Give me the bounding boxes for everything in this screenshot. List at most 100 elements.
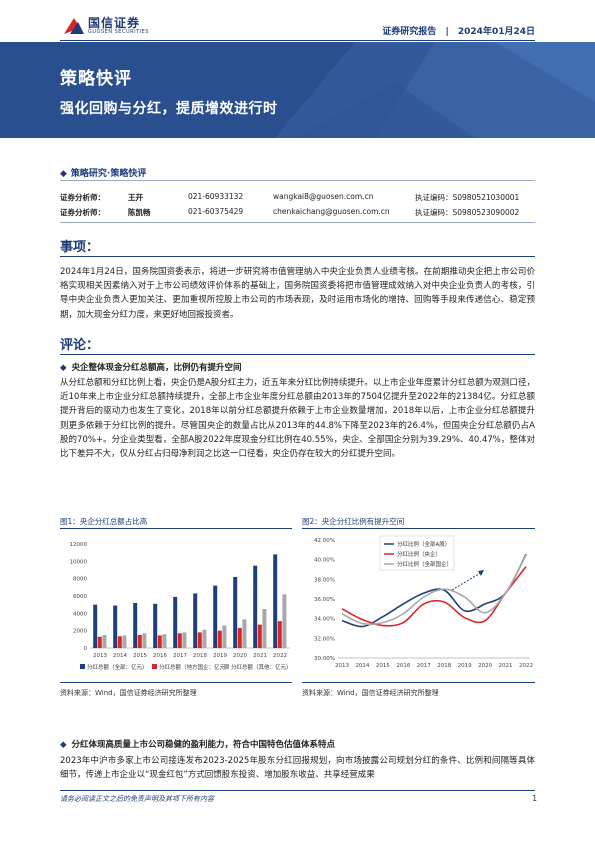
x-tick-label: 2022 bbox=[519, 663, 533, 669]
bar bbox=[93, 604, 98, 648]
report-meta: 证券研究报告 | 2024年01月24日 bbox=[382, 24, 535, 37]
section-tag: ◆ 策略研究·策略快评 bbox=[60, 166, 146, 179]
bullet-heading: ◆ 央企整体现金分红总额高，比例仍有提升空间 bbox=[60, 361, 242, 373]
bar bbox=[182, 632, 187, 648]
bar bbox=[193, 593, 198, 648]
meta-separator: | bbox=[445, 27, 449, 37]
comments-divider bbox=[60, 354, 535, 355]
x-tick-label: 2019 bbox=[458, 663, 472, 669]
x-tick-label: 2017 bbox=[173, 653, 187, 659]
analyst-name: 陈凯畅 bbox=[128, 208, 151, 217]
y-tick-label: 40.00% bbox=[314, 558, 335, 564]
figure-divider bbox=[302, 682, 535, 683]
section-tag-divider bbox=[60, 180, 535, 181]
comments-heading: 评论： bbox=[60, 338, 100, 353]
x-tick-label: 2022 bbox=[273, 653, 287, 659]
x-tick-label: 2019 bbox=[213, 653, 227, 659]
bar bbox=[177, 633, 182, 648]
bar bbox=[262, 609, 267, 648]
y-tick-label: 36.00% bbox=[314, 597, 335, 603]
matters-paragraph: 2024年1月24日，国务院国资委表示，将进一步研究将市值管理纳入中央企业负责人… bbox=[60, 267, 535, 320]
page-number: 1 bbox=[532, 794, 537, 803]
y-tick-label: 2000 bbox=[73, 629, 87, 635]
x-tick-label: 2013 bbox=[93, 653, 107, 659]
guosen-logo-icon bbox=[64, 18, 84, 34]
bar bbox=[213, 585, 218, 648]
bar bbox=[157, 635, 162, 648]
y-tick-label: 8000 bbox=[73, 577, 87, 583]
legend-swatch bbox=[152, 664, 157, 669]
y-tick-label: 4000 bbox=[73, 611, 87, 617]
legend-swatch bbox=[224, 664, 229, 669]
analyst-email[interactable]: chenkaichang@guosen.com.cn bbox=[273, 207, 390, 216]
figure-source: 资料来源：Wind，国信证券经济研究所整理 bbox=[60, 689, 197, 697]
bar bbox=[217, 630, 222, 648]
legend-label: 分红比例（全部A股） bbox=[397, 540, 450, 548]
analyst-cert: 执证编码：S0980521030001 bbox=[415, 193, 520, 202]
matters-divider bbox=[60, 256, 535, 257]
bar bbox=[257, 624, 262, 648]
x-tick-label: 2016 bbox=[153, 653, 167, 659]
comments-paragraph: 2023年中沪市多家上市公司接连发布2023-2025年股东分红回报规划，向市场… bbox=[60, 756, 535, 781]
section-tag-text: 策略研究·策略快评 bbox=[70, 169, 147, 179]
banner-decoration-icon bbox=[275, 42, 595, 138]
bar bbox=[117, 636, 122, 648]
y-tick-label: 0 bbox=[84, 646, 88, 652]
analyst-phone: 021-60933132 bbox=[188, 192, 244, 201]
figure-divider bbox=[302, 528, 535, 529]
bar bbox=[162, 634, 167, 648]
x-tick-label: 2018 bbox=[437, 663, 451, 669]
logo-english: GUOSEN SECURITIES bbox=[88, 29, 149, 35]
analyst-label: 证券分析师： bbox=[60, 208, 105, 217]
page-header bbox=[0, 0, 595, 42]
analyst-label: 证券分析师： bbox=[60, 193, 105, 202]
analyst-row: 证券分析师： 王开 021-60933132 wangkai8@guosen.c… bbox=[60, 192, 535, 204]
report-subtitle: 强化回购与分红，提质增效进行时 bbox=[60, 101, 278, 117]
analyst-cert: 执证编码：S0980523090002 bbox=[415, 208, 520, 217]
bar bbox=[277, 621, 282, 648]
figure-divider bbox=[60, 682, 292, 683]
legend-label: 分红比例（全部国企） bbox=[397, 560, 452, 568]
report-type: 证券研究报告 bbox=[382, 27, 437, 37]
bar bbox=[237, 628, 242, 648]
line-chart: 30.00% 32.00% 34.00% 36.00% 38.00% 40.00% 42.0… bbox=[314, 535, 533, 669]
bar bbox=[253, 565, 258, 648]
series-line bbox=[341, 566, 527, 627]
x-tick-label: 2016 bbox=[396, 663, 410, 669]
bar bbox=[282, 594, 287, 648]
x-tick-label: 2021 bbox=[253, 653, 267, 659]
bar bbox=[222, 625, 227, 648]
analyst-name: 王开 bbox=[128, 193, 143, 202]
bar bbox=[273, 554, 278, 648]
x-tick-label: 2018 bbox=[193, 653, 207, 659]
analyst-email[interactable]: wangkai8@guosen.com.cn bbox=[273, 192, 374, 201]
legend-swatch bbox=[80, 664, 85, 669]
bar bbox=[113, 605, 118, 648]
bar bbox=[122, 635, 127, 648]
y-tick-label: 6000 bbox=[73, 594, 87, 600]
trend-arrow-icon bbox=[451, 571, 483, 591]
bar bbox=[202, 629, 207, 648]
legend-label: 分红总额（全部：亿元） bbox=[87, 663, 148, 671]
y-tick-label: 10000 bbox=[70, 559, 88, 565]
diamond-icon: ◆ bbox=[60, 363, 67, 373]
bar bbox=[142, 633, 147, 648]
bullet-text: 分红体现高质量上市公司稳健的盈利能力，符合中国特色估值体系特点 bbox=[71, 740, 336, 750]
report-title: 策略快评 bbox=[60, 69, 132, 89]
diamond-icon: ◆ bbox=[60, 169, 67, 179]
series-line bbox=[341, 554, 527, 626]
legend-label: 分红比例（央企） bbox=[397, 550, 441, 558]
analyst-divider bbox=[60, 222, 535, 223]
legend-label: 分红总额（地方国企：亿元） bbox=[159, 663, 231, 671]
bullet-heading: ◆ 分红体现高质量上市公司稳健的盈利能力，符合中国特色估值体系特点 bbox=[60, 738, 335, 750]
x-tick-label: 2021 bbox=[499, 663, 513, 669]
analyst-phone: 021-60375429 bbox=[188, 207, 244, 216]
logo-chinese: 国信证券 bbox=[88, 16, 141, 30]
bar bbox=[102, 635, 107, 648]
disclaimer-notice[interactable]: 请务必阅读正文之后的免责声明及其项下所有内容 bbox=[60, 795, 214, 803]
y-tick-label: 12000 bbox=[70, 542, 88, 548]
legend-label: 分红总额（其他：亿元） bbox=[231, 663, 292, 671]
analyst-row: 证券分析师： 陈凯畅 021-60375429 chenkaichang@guo… bbox=[60, 207, 535, 219]
bar bbox=[197, 632, 202, 648]
y-tick-label: 32.00% bbox=[314, 636, 335, 642]
